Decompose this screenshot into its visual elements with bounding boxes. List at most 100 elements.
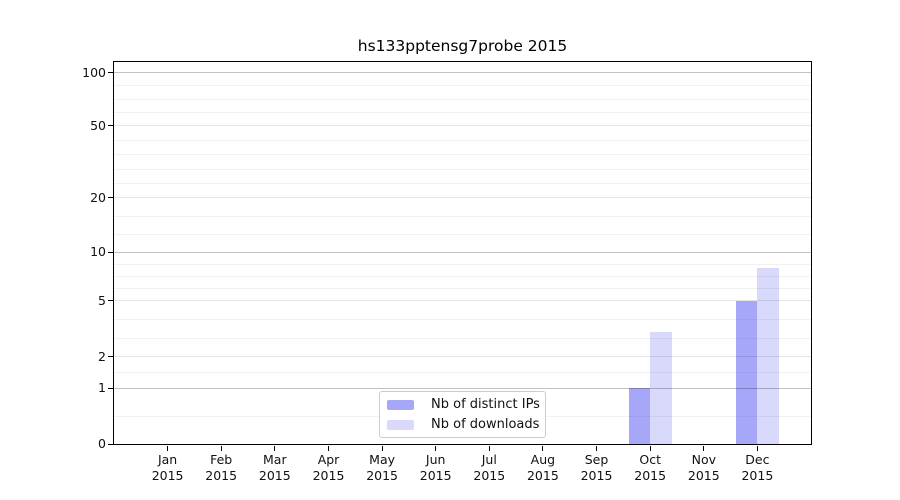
year-label: 2015 — [580, 467, 613, 483]
legend-entry: Nb of downloads — [387, 417, 545, 432]
x-tick-mark — [220, 446, 222, 451]
bar-oct-downloads — [650, 331, 672, 444]
bar-dec-distinct-ips — [735, 300, 758, 444]
month-label: Feb — [210, 452, 233, 467]
year-label: 2015 — [473, 467, 506, 483]
x-tick-mark — [542, 446, 544, 451]
y-axis-tick-label: 0 — [98, 436, 106, 451]
x-axis-tick-label: May 2015 — [350, 452, 414, 483]
gridline-minor — [114, 168, 811, 170]
x-axis-tick-label: Aug 2015 — [511, 452, 575, 483]
gridline-y-50 — [114, 125, 811, 127]
year-label: 2015 — [312, 467, 345, 483]
gridline-minor — [114, 276, 811, 277]
gridline-minor — [114, 139, 811, 141]
x-axis-tick-label: Jan 2015 — [136, 452, 200, 483]
bar-dec-downloads — [757, 267, 779, 444]
y-tick-mark — [108, 387, 113, 389]
gridline-y-1 — [114, 387, 811, 389]
month-label: Oct — [639, 452, 661, 467]
x-tick-mark — [167, 446, 169, 451]
chart-title: hs133pptensg7probe 2015 — [357, 37, 568, 55]
legend-swatch — [387, 419, 414, 430]
x-tick-mark — [756, 446, 758, 451]
y-axis-tick-label: 10 — [90, 244, 106, 260]
year-label: 2015 — [634, 467, 667, 483]
gridline-y-2 — [114, 356, 811, 358]
year-label: 2015 — [205, 467, 238, 483]
y-tick-mark — [108, 125, 113, 127]
y-tick-mark — [108, 443, 113, 445]
y-tick-mark — [108, 300, 113, 302]
gridline-minor — [114, 98, 811, 100]
month-label: Mar — [263, 452, 287, 467]
gridline-minor — [114, 337, 811, 339]
y-tick-mark — [108, 72, 113, 73]
legend-label: Nb of downloads — [431, 417, 540, 432]
legend-swatch — [387, 399, 414, 410]
x-axis-tick-label: Nov 2015 — [672, 452, 736, 483]
gridline-minor — [114, 183, 811, 184]
month-label: Jan — [157, 452, 178, 467]
y-tick-mark — [108, 197, 113, 199]
month-label: Nov — [691, 452, 716, 467]
x-axis-tick-label: Jun 2015 — [404, 452, 468, 483]
month-label: Jun — [425, 452, 446, 467]
year-label: 2015 — [526, 467, 559, 483]
x-tick-mark — [649, 446, 651, 451]
x-axis-tick-label: Apr 2015 — [297, 452, 361, 483]
gridline-y-20 — [114, 197, 811, 199]
x-tick-mark — [703, 446, 705, 451]
month-label: May — [369, 452, 396, 467]
gridline-minor — [114, 85, 811, 87]
bar-oct-distinct-ips — [628, 388, 651, 444]
gridline-y-10 — [114, 251, 811, 253]
gridline-minor — [114, 288, 811, 290]
x-tick-mark — [381, 446, 383, 451]
legend-label: Nb of distinct IPs — [431, 397, 540, 412]
y-axis-tick-label: 1 — [98, 380, 106, 396]
x-axis-tick-label: Mar 2015 — [243, 452, 307, 483]
plot-area — [113, 61, 812, 445]
month-label: Aug — [530, 452, 556, 467]
x-tick-mark — [435, 446, 437, 451]
gridline-minor — [114, 154, 811, 156]
x-tick-mark — [596, 446, 597, 451]
month-label: Jul — [481, 452, 497, 467]
x-tick-mark — [274, 446, 276, 451]
year-label: 2015 — [366, 467, 398, 483]
legend-entry: Nb of distinct IPs — [387, 397, 545, 412]
legend: Nb of distinct IPs Nb of downloads — [379, 391, 546, 438]
x-axis-tick-label: Sep 2015 — [565, 452, 629, 483]
year-label: 2015 — [741, 467, 774, 483]
month-label: Apr — [317, 452, 340, 467]
gridline-minor — [114, 318, 811, 320]
gridline-minor — [114, 263, 811, 265]
x-tick-mark — [328, 446, 329, 451]
year-label: 2015 — [258, 467, 291, 483]
gridline-y-5 — [114, 300, 811, 302]
y-axis-tick-label: 20 — [90, 189, 106, 205]
y-axis-tick-label: 50 — [90, 117, 106, 133]
gridline-minor — [114, 112, 811, 114]
month-label: Sep — [584, 452, 609, 467]
y-axis-tick-label: 5 — [98, 292, 106, 308]
month-label: Dec — [745, 452, 770, 467]
year-label: 2015 — [687, 467, 720, 483]
y-tick-mark — [108, 356, 113, 358]
x-axis-tick-label: Feb 2015 — [189, 452, 253, 483]
x-axis-tick-label: Jul 2015 — [457, 452, 521, 483]
gridline-y-100 — [114, 72, 811, 73]
gridline-minor — [114, 371, 811, 373]
gridline-minor — [114, 233, 811, 235]
year-label: 2015 — [419, 467, 452, 483]
y-axis-tick-label: 2 — [98, 348, 106, 364]
x-tick-mark — [488, 446, 490, 451]
y-tick-mark — [108, 251, 113, 253]
y-axis-tick-label: 100 — [82, 64, 106, 80]
gridline-minor — [114, 215, 811, 217]
year-label: 2015 — [151, 467, 184, 483]
x-axis-tick-label: Dec 2015 — [725, 452, 789, 483]
x-axis-tick-label: Oct 2015 — [618, 452, 682, 483]
